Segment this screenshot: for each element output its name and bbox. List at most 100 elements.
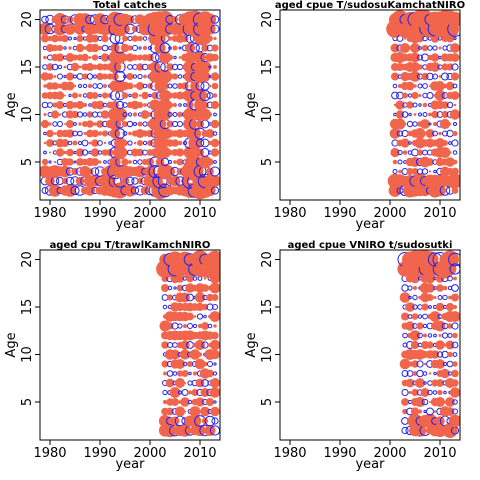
bubble-2005-17 (410, 43, 420, 53)
bubble-1998-4 (134, 165, 146, 178)
bubble-1984-6 (66, 148, 74, 157)
bubble-2006-13 (416, 322, 424, 330)
bubble-1999-18 (142, 36, 148, 41)
bubble-2006-13 (177, 323, 183, 329)
bubble-1995-12 (121, 92, 129, 99)
bubble-2013-13 (452, 83, 458, 89)
bubble-2001-14 (391, 72, 399, 81)
bubble-2013-8 (212, 131, 218, 136)
bubble-1989-18 (91, 34, 99, 43)
bubble-1994-10 (113, 107, 127, 122)
bubble-2013-3 (209, 175, 220, 187)
bubble-1989-4 (90, 167, 100, 176)
bubble-1995-10 (122, 111, 128, 118)
bubble-2009-15 (430, 62, 440, 72)
bubble-1999-17 (142, 45, 148, 51)
bubble-2004-17 (407, 285, 413, 291)
bubble-2003-8 (163, 371, 167, 376)
bubble-2003-6 (402, 150, 408, 155)
y-tick-label: 5 (260, 398, 275, 406)
bubble-2007-8 (181, 370, 189, 377)
bubble-2013-17 (451, 284, 459, 292)
bubble-2012-12 (447, 333, 453, 338)
bubble-2007-13 (181, 82, 189, 90)
bubble-2009-8 (432, 130, 438, 137)
bubble-2013-17 (450, 43, 460, 53)
bubble-2013-10 (213, 112, 217, 117)
bubble-2010-14 (438, 75, 442, 78)
bubble-2011-4 (200, 406, 210, 417)
x-tick-label: 2010 (183, 446, 216, 461)
bubble-1991-14 (102, 73, 108, 80)
bubble-2008-12 (427, 333, 433, 338)
bubble-2003-10 (159, 108, 171, 121)
bubble-2004-8 (166, 370, 174, 377)
bubble-2007-13 (422, 323, 428, 329)
y-tick-label: 5 (20, 398, 35, 406)
bubble-1995-9 (122, 121, 128, 127)
bubble-2012-5 (205, 397, 215, 407)
bubble-2004-4 (164, 166, 176, 177)
bubble-1994-8 (114, 128, 126, 139)
bubble-2013-12 (212, 93, 218, 98)
bubble-2012-8 (447, 371, 453, 376)
bubble-1982-18 (57, 35, 63, 42)
bubble-2012-3 (204, 415, 216, 427)
bubble-2012-10 (447, 351, 453, 358)
bubble-2009-10 (189, 349, 201, 360)
bubble-2003-17 (400, 43, 410, 53)
bubble-1991-12 (101, 92, 109, 99)
bubble-1995-8 (122, 131, 128, 136)
bubble-2010-7 (436, 379, 444, 387)
bubble-1986-7 (77, 140, 83, 146)
bubble-1986-8 (77, 130, 83, 137)
bubble-2012-9 (448, 122, 452, 126)
panel-title: Total catches (93, 0, 167, 11)
bubble-1987-10 (82, 112, 88, 117)
bubble-1996-12 (128, 93, 132, 98)
bubble-2011-11 (441, 101, 449, 109)
bubble-2010-7 (195, 138, 205, 148)
y-tick-label: 15 (20, 59, 35, 76)
bubble-1982-11 (56, 101, 64, 109)
bubble-1994-6 (113, 145, 127, 160)
bubble-2001-5 (392, 159, 398, 165)
bubble-2005-14 (409, 71, 421, 82)
bubble-1982-9 (57, 121, 63, 127)
bubble-2005-12 (409, 330, 421, 341)
bubble-2006-8 (416, 369, 424, 378)
bubble-1987-20 (78, 13, 92, 26)
bubble-2009-17 (433, 286, 437, 290)
bubble-2013-7 (210, 378, 220, 388)
bubble-2012-6 (448, 151, 452, 154)
bubble-2010-6 (437, 389, 443, 396)
bubble-1986-10 (76, 111, 84, 118)
bubble-2001-4 (392, 169, 398, 174)
bubble-2007-10 (422, 112, 428, 117)
bubble-2008-14 (186, 312, 194, 321)
bubble-1992-4 (103, 165, 117, 178)
bubble-1990-20 (93, 13, 107, 26)
bubble-2010-5 (195, 397, 205, 407)
bubble-1990-13 (97, 83, 103, 89)
bubble-1999-13 (142, 83, 148, 89)
bubble-1988-9 (86, 120, 94, 128)
y-axis-label: Age (244, 332, 259, 357)
bubble-1987-14 (81, 73, 89, 80)
bubble-2005-11 (410, 340, 420, 350)
bubble-2008-8 (428, 372, 432, 375)
bubble-2003-6 (159, 146, 171, 159)
bubble-1997-11 (130, 100, 140, 110)
panel-title: aged cpue T/sudosuKamchatNIRO (275, 0, 465, 11)
bubble-2003-6 (401, 388, 409, 397)
bubble-2009-14 (193, 315, 197, 318)
bubble-2007-4 (423, 409, 427, 414)
plot-frame (39, 249, 221, 441)
bubble-2013-12 (450, 91, 460, 100)
bubble-2011-15 (198, 60, 212, 74)
bubble-1982-6 (55, 148, 65, 157)
bubble-2005-9 (411, 360, 419, 368)
bubble-1985-7 (72, 140, 78, 146)
bubble-2005-11 (172, 342, 178, 348)
bubble-2013-18 (453, 36, 457, 41)
